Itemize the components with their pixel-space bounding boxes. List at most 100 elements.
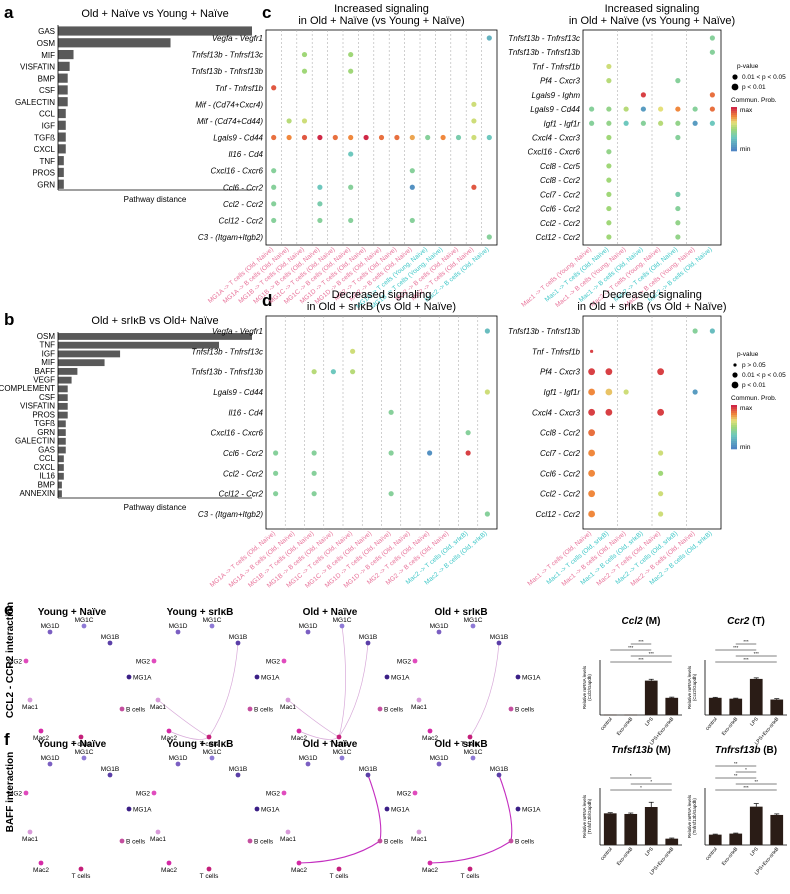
- category-label-control: control: [600, 716, 614, 731]
- node-mg2: [23, 658, 29, 664]
- node-label-t-cells: T cells: [461, 873, 480, 880]
- node-b-cells: [508, 838, 514, 844]
- row-label-tnfsf13b-tnfrsf13c: Tnfsf13b - Tnfrsf13c: [508, 34, 580, 43]
- row-label-tnfsf13b-tnfrsf13b: Tnfsf13b - Tnfrsf13b: [191, 67, 264, 76]
- bar-gas: [58, 26, 252, 36]
- category-label-csf: CSF: [39, 86, 55, 95]
- legend-prob-swatch: [731, 123, 737, 126]
- dot-ccl7-ccr2-col4: [658, 450, 664, 456]
- y-axis-label-line2: (Tnfsf13b/Gapdh): [587, 798, 592, 834]
- significance-marker: ***: [628, 645, 634, 650]
- gene-name: Ccr2: [727, 616, 750, 627]
- node-mg2: [412, 658, 418, 664]
- category-label-gas: GAS: [38, 27, 55, 36]
- y-axis-label-line2: (Ccl2/Gapdh): [587, 674, 592, 701]
- node-mac1: [155, 697, 161, 703]
- node-label-mg1c: MG1C: [203, 617, 222, 624]
- category-label-control: control: [600, 846, 614, 861]
- bar-il16: [58, 472, 64, 480]
- node-label-mg1b: MG1B: [229, 766, 247, 773]
- legend-prob-swatch: [731, 107, 737, 110]
- dot-ccl12-ccr2-col9: [409, 217, 415, 224]
- bar-osm: [58, 38, 171, 48]
- category-label-visfatin: VISFATIN: [20, 402, 55, 411]
- node-label-b-cells: B cells: [126, 839, 146, 846]
- bar-chart-title: Tnfsf13b (M): [611, 745, 670, 756]
- dot-ccl12-ccr2-col3: [317, 217, 323, 224]
- row-label-igf1-igf1r: Igf1 - Igf1r: [544, 388, 581, 397]
- chart-title: Old + Naïve vs Young + Naïve: [81, 8, 228, 20]
- node-mg1a: [126, 674, 132, 680]
- node-label-mg1b: MG1B: [359, 766, 377, 773]
- significance-marker: **: [734, 761, 738, 766]
- row-label-cxcl4-cxcr3: Cxcl4 - Cxcr3: [532, 408, 581, 417]
- dot-ccl6-ccr2-col6: [388, 450, 394, 456]
- node-label-mg2: MG2: [397, 659, 411, 666]
- node-label-mg1c: MG1C: [464, 749, 483, 756]
- dot-igf1-igf1r-col5: [675, 120, 681, 126]
- dot-igf1-igf1r-col1: [606, 120, 612, 126]
- node-label-mac1: Mac1: [150, 836, 166, 843]
- legend-prob-swatch: [731, 137, 737, 140]
- row-label-ccl2-ccr2-interaction: CCL2 - CCR2 interaction: [5, 602, 16, 718]
- legend-prob-swatch: [731, 445, 737, 448]
- panel-ef-qpcr-bars: Ccl2 (M)Relative mRNA levels (Ccl2/Gapdh)…: [582, 616, 787, 876]
- node-mg1a: [254, 674, 260, 680]
- bar-vegf: [58, 376, 72, 384]
- condition-title-young-sri-b: Young + srIκB: [167, 607, 234, 618]
- bar-exo-sri-b: [729, 833, 743, 845]
- gene-name: Ccl2: [622, 616, 644, 627]
- category-label-lps: LPS: [644, 846, 655, 858]
- node-mg1c: [470, 623, 476, 629]
- node-label-mg1b: MG1B: [101, 634, 119, 641]
- panel-label-b: b: [4, 310, 14, 329]
- legend-prob-swatch: [731, 405, 737, 408]
- node-label-mg1d: MG1D: [169, 623, 188, 630]
- dot-lgals9-cd44-col5: [348, 134, 354, 141]
- dot-ccl7-ccr2-col1: [606, 191, 612, 197]
- legend-prob-swatch: [731, 119, 737, 122]
- node-mg1b: [107, 640, 113, 646]
- condition-title-young-sri-b: Young + srIκB: [167, 739, 234, 750]
- category-label-control: control: [705, 846, 719, 861]
- node-b-cells: [377, 706, 383, 712]
- category-label-tnf: TNF: [39, 157, 55, 166]
- row-label-ccl2-ccr2: Ccl2 - Ccr2: [540, 490, 581, 499]
- dot-cxcl16-cxcr6-col1: [606, 149, 612, 155]
- legend-pvalue-title: p-value: [737, 63, 759, 70]
- legend-prob-swatch: [731, 415, 737, 418]
- dot-lgals9-cd44-col4: [658, 106, 664, 112]
- legend-pvalue-dot: [732, 74, 738, 80]
- panel-b-chart: Old + srIκB vs Old+ Naïve OSMTNFIGFMIFBAF…: [0, 315, 252, 512]
- node-t-cells: [336, 866, 342, 872]
- dot-c3-itgam-itgb2-col11: [484, 511, 490, 517]
- legend-prob-swatch: [731, 129, 737, 132]
- bar-csf: [58, 85, 68, 95]
- dot-ccl8-ccr2-col1: [606, 177, 612, 183]
- legend-prob-swatch: [731, 413, 737, 416]
- node-mac1: [27, 829, 33, 835]
- legend-prob-swatch: [731, 427, 737, 430]
- node-label-mg1c: MG1C: [333, 617, 352, 624]
- legend-prob-swatch: [731, 147, 737, 150]
- condition-title-old-na-ve: Old + Naïve: [303, 607, 358, 618]
- category-label-visfatin: VISFATIN: [20, 63, 55, 72]
- node-label-mac1: Mac1: [22, 704, 38, 711]
- row-label-ccl7-ccr2: Ccl7 - Ccr2: [540, 190, 581, 199]
- node-mg1c: [470, 755, 476, 761]
- legend-prob-max: max: [740, 405, 753, 412]
- condition-title-young-na-ve: Young + Naïve: [38, 739, 107, 750]
- gene-source: (B): [760, 745, 777, 756]
- dot-lgals9-cd44-col7: [709, 106, 715, 112]
- dot-ccl6-ccr2-col8: [427, 450, 433, 456]
- edge-mac1-to-t-cells: [157, 699, 210, 738]
- significance-marker: *: [745, 767, 747, 772]
- category-label-cxcl: CXCL: [34, 463, 56, 472]
- gene-name: Tnfrsf13b: [715, 745, 761, 756]
- plot-title-line1: Decreased signaling: [602, 289, 702, 301]
- dot-il16-cd4-col6: [388, 409, 394, 415]
- bar-visfatin: [58, 402, 68, 410]
- dot-ccl12-ccr2-col0: [271, 217, 277, 224]
- panel-ef-networks: CCL2 - CCR2 interaction BAFF interaction Y…: [5, 602, 541, 880]
- dot-vegfa-vegfr1-col14: [486, 35, 492, 41]
